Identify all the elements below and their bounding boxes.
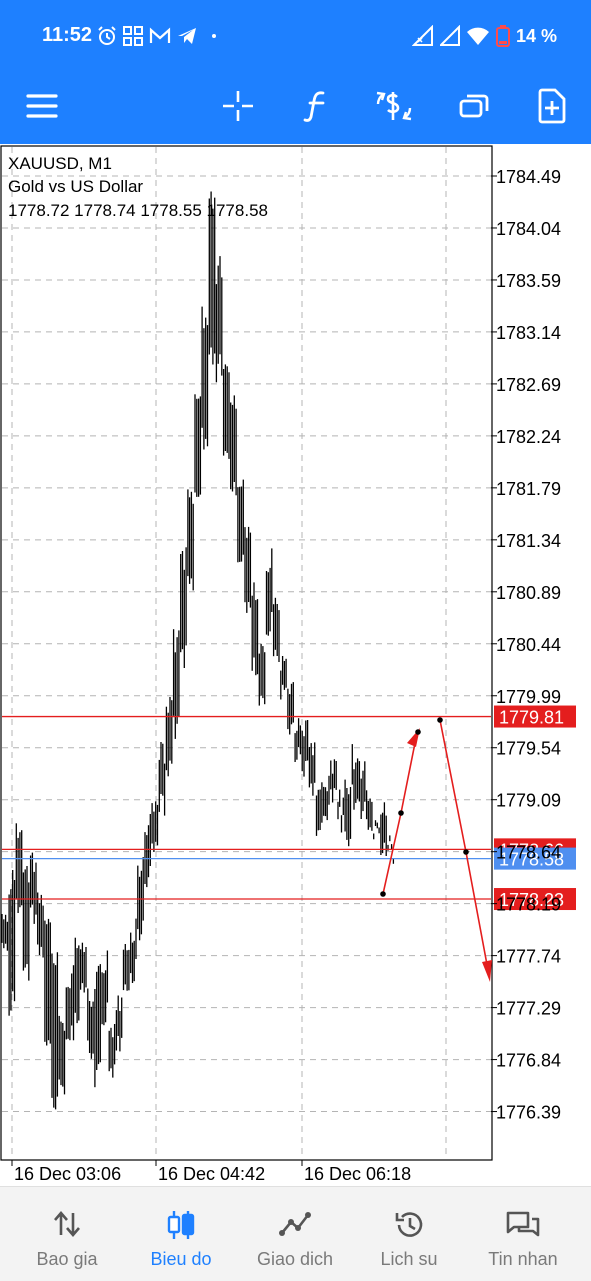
wifi-icon [466, 27, 489, 45]
level-price-label: 1778.23 [499, 890, 564, 910]
price-tick-label: 1784.49 [496, 167, 561, 187]
telegram-icon [178, 28, 196, 44]
nav-chart-label: Bieu do [150, 1249, 212, 1269]
nav-history[interactable]: Lich su [350, 1187, 468, 1281]
price-tick-label: 1784.04 [496, 219, 561, 239]
battery-percent: 14 % [515, 25, 557, 46]
price-tick-label: 1780.89 [496, 583, 561, 603]
nav-messages-label: Tin nhan [488, 1249, 558, 1269]
price-tick-label: 1778.64 [496, 843, 561, 863]
price-tick-label: 1781.34 [496, 531, 561, 551]
quotes-arrows-icon [54, 1211, 80, 1237]
level-price-tag [494, 888, 576, 911]
price-tick-label: 1782.69 [496, 375, 561, 395]
down-arrow-head [482, 960, 492, 982]
price-tick-label: 1777.74 [496, 947, 561, 967]
arrow-anchor-point[interactable] [415, 729, 421, 735]
indicator-f-icon[interactable] [294, 84, 338, 128]
bid-price-tag [494, 847, 576, 870]
nav-quotes[interactable]: Bao gia [8, 1187, 126, 1281]
price-tick-label: 1782.24 [496, 427, 561, 447]
price-tick-label: 1783.59 [496, 271, 561, 291]
status-bar: 11:52 14 % [0, 0, 591, 70]
price-tick-label: 1776.84 [496, 1051, 561, 1071]
level-price-label: 1779.81 [499, 708, 564, 728]
ohlc-values: 1778.72 1778.74 1778.55 1778.58 [8, 201, 268, 220]
bid-price-label: 1778.58 [499, 850, 564, 870]
time-tick-label: 16 Dec 06:18 [304, 1164, 411, 1184]
price-tick-label: 1777.29 [496, 999, 561, 1019]
alarm-icon [98, 26, 116, 45]
time-tick-label: 16 Dec 04:42 [158, 1164, 265, 1184]
trade-dollar-icon[interactable] [372, 84, 416, 128]
chart-frame [0, 145, 493, 1161]
arrow-anchor-point[interactable] [437, 717, 443, 723]
arrow-anchor-point[interactable] [398, 810, 404, 816]
grid-icon [123, 26, 143, 46]
price-tick-label: 1783.14 [496, 323, 561, 343]
price-tick-label: 1778.19 [496, 895, 561, 915]
price-tick-label: 1779.99 [496, 687, 561, 707]
time-axis: 16 Dec 03:06 16 Dec 04:42 16 Dec 06:18 [11, 1160, 411, 1184]
price-tick-label: 1776.39 [496, 1103, 561, 1123]
windows-icon[interactable] [452, 84, 496, 128]
top-toolbar [0, 70, 591, 144]
price-tick-label: 1780.44 [496, 635, 561, 655]
crosshair-icon[interactable] [216, 84, 260, 128]
signal-icon [439, 25, 460, 46]
price-tick-label: 1779.09 [496, 791, 561, 811]
chart-candles-icon [167, 1211, 195, 1239]
nav-trade-label: Giao dich [256, 1249, 334, 1269]
dot-icon [212, 34, 216, 38]
candle-layer [1, 191, 395, 1110]
nav-trade[interactable]: Giao dich [236, 1187, 354, 1281]
nav-quotes-label: Bao gia [36, 1249, 98, 1269]
menu-icon[interactable] [20, 84, 64, 128]
status-time: 11:52 [42, 24, 93, 46]
gmail-icon [149, 27, 171, 43]
time-tick-label: 16 Dec 03:06 [14, 1164, 121, 1184]
nav-chart[interactable]: Bieu do [122, 1187, 240, 1281]
arrow-anchor-point[interactable] [380, 891, 386, 897]
history-clock-icon [395, 1212, 423, 1237]
grid-layer [2, 147, 491, 1159]
price-tick-label: 1781.79 [496, 479, 561, 499]
level-price-tag [494, 705, 576, 728]
battery-icon [495, 25, 510, 47]
new-order-icon[interactable] [530, 84, 574, 128]
symbol-description: Gold vs US Dollar [8, 177, 144, 196]
bottom-navigation: Bao gia Bieu do Giao dich Lich su Tin nh… [0, 1186, 591, 1281]
signal-icon [411, 25, 433, 46]
arrow-anchor-point[interactable] [463, 849, 469, 855]
price-tick-label: 1779.54 [496, 739, 561, 759]
symbol-label: XAUUSD, M1 [8, 154, 112, 173]
drawn-arrows[interactable] [380, 717, 492, 982]
nav-messages[interactable]: Tin nhan [464, 1187, 582, 1281]
nav-history-label: Lich su [380, 1249, 438, 1269]
price-axis: 1784.49 1784.04 1783.59 1783.14 1782.69 1782.… [491, 167, 561, 1123]
messages-icon [506, 1211, 540, 1237]
trade-line-icon [279, 1212, 311, 1236]
